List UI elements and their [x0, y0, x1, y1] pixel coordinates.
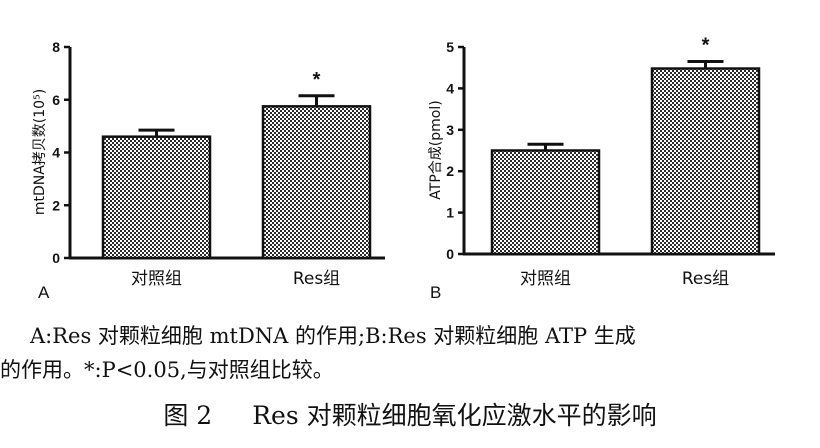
y-tick-label: 4 — [52, 145, 60, 161]
caption-line-1: A:Res 对颗粒细胞 mtDNA 的作用;B:Res 对颗粒细胞 ATP 生成 — [30, 324, 636, 348]
y-tick-label: 4 — [446, 80, 454, 96]
panel-a-chart: 0 2 4 6 8 mtDNA拷贝数(10⁵) 对照组 * Res组 A — [32, 39, 385, 302]
y-axis-label: ATP合成(pmol) — [428, 100, 444, 199]
figure-title: 图 2 Res 对颗粒细胞氧化应激水平的影响 — [0, 398, 820, 434]
y-axis-label: mtDNA拷贝数(10⁵) — [32, 89, 48, 215]
y-tick-label: 2 — [52, 197, 60, 213]
category-label: Res组 — [293, 269, 340, 289]
significance-marker: * — [313, 69, 321, 91]
y-tick-label: 0 — [52, 250, 60, 266]
category-label: Res组 — [682, 269, 729, 289]
y-tick-label: 5 — [446, 39, 454, 55]
y-tick-label: 8 — [52, 39, 60, 55]
category-label: 对照组 — [131, 269, 182, 289]
caption-line-2: 的作用。*:P<0.05,与对照组比较。 — [0, 358, 334, 382]
figure-title-text: Res 对颗粒细胞氧化应激水平的影响 — [252, 401, 657, 430]
panel-b-chart: 0 1 2 3 4 5 ATP合成(pmol) 对照组 * Res组 B — [428, 34, 775, 302]
bar — [490, 149, 601, 256]
bar — [650, 67, 761, 256]
category-label: 对照组 — [520, 269, 571, 289]
figure-number: 图 2 — [163, 401, 213, 430]
bar — [261, 105, 372, 260]
panel-label: A — [38, 283, 50, 302]
y-tick-label: 2 — [446, 163, 454, 179]
charts-area: 0 2 4 6 8 mtDNA拷贝数(10⁵) 对照组 * Res组 A 0 1 2 3 4 5 ATP合成(… — [32, 34, 775, 302]
bar — [101, 135, 212, 260]
y-tick-label: 1 — [446, 205, 454, 221]
y-tick-label: 0 — [446, 246, 454, 262]
panel-label: B — [430, 283, 441, 302]
y-tick-label: 6 — [52, 92, 60, 108]
significance-marker: * — [702, 34, 710, 56]
y-tick-label: 3 — [446, 122, 454, 138]
